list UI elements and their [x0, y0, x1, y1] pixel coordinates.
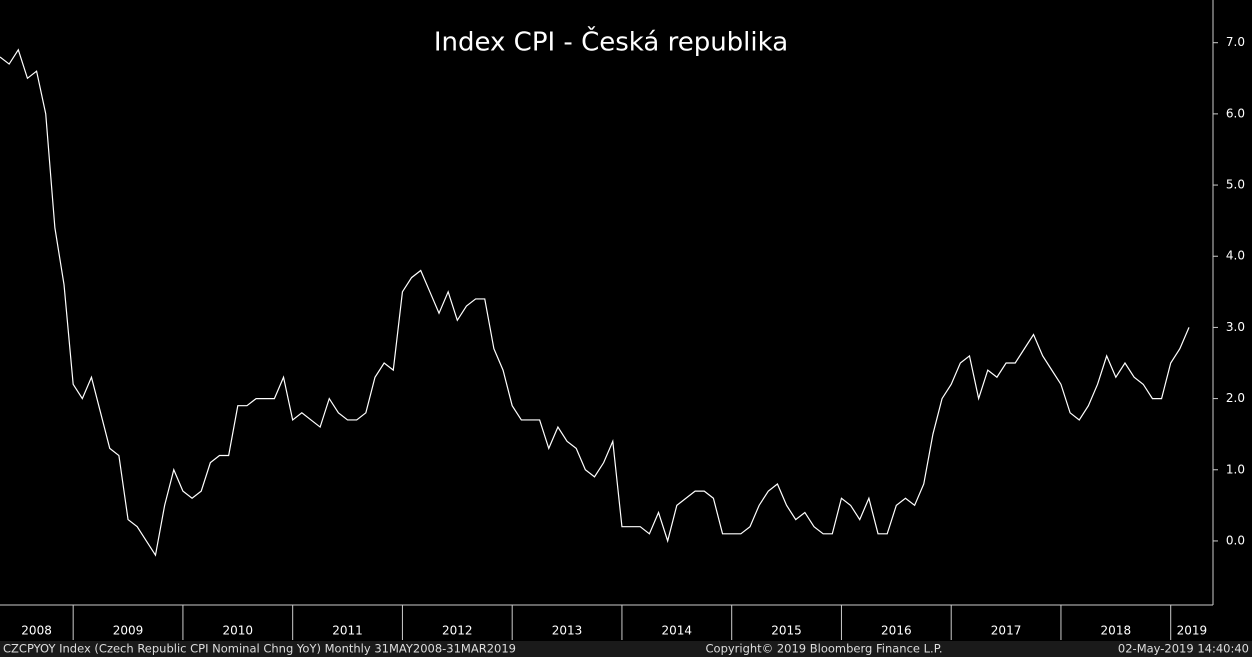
- x-tick-label: 2014: [662, 624, 693, 638]
- x-tick-label: 2013: [552, 624, 583, 638]
- x-tick-label: 2011: [332, 624, 363, 638]
- x-tick-label: 2010: [223, 624, 254, 638]
- footer-right: 02-May-2019 14:40:40: [1118, 642, 1249, 656]
- y-tick-label: 2.0: [1226, 391, 1245, 405]
- y-tick-label: 0.0: [1226, 533, 1245, 547]
- y-tick-label: 7.0: [1226, 35, 1245, 49]
- x-tick-label: 2012: [442, 624, 473, 638]
- y-tick-label: 4.0: [1226, 249, 1245, 263]
- x-tick-label: 2017: [991, 624, 1022, 638]
- y-tick-label: 3.0: [1226, 320, 1245, 334]
- y-tick-label: 6.0: [1226, 106, 1245, 120]
- footer-bar: [0, 641, 1252, 657]
- x-tick-label: 2018: [1101, 624, 1132, 638]
- x-tick-label: 2008: [21, 624, 52, 638]
- chart-title: Index CPI - Česká republika: [434, 26, 788, 58]
- footer-left: CZCPYOY Index (Czech Republic CPI Nomina…: [3, 642, 516, 656]
- x-tick-label: 2009: [113, 624, 144, 638]
- x-tick-label: 2019: [1177, 624, 1208, 638]
- footer-center: Copyright© 2019 Bloomberg Finance L.P.: [706, 642, 943, 656]
- x-tick-label: 2016: [881, 624, 912, 638]
- y-tick-label: 5.0: [1226, 178, 1245, 192]
- cpi-line: [0, 48, 1190, 557]
- y-tick-label: 1.0: [1226, 462, 1245, 476]
- x-tick-label: 2015: [771, 624, 802, 638]
